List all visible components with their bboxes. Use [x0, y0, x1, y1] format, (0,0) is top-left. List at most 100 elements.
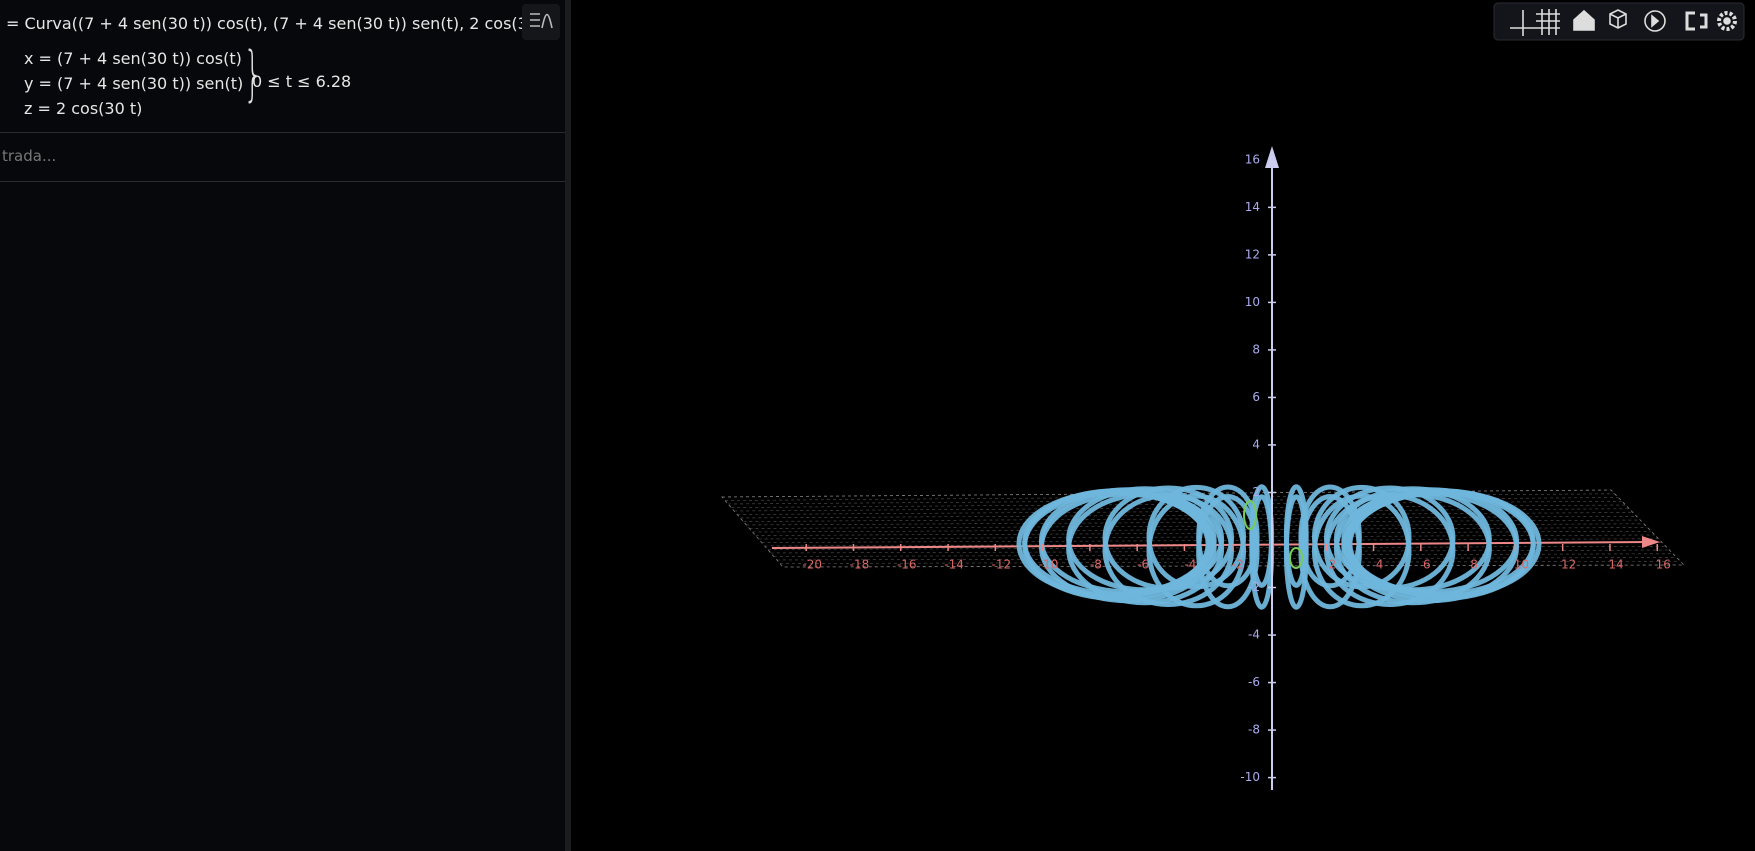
curve-loop [1102, 492, 1235, 607]
curve-loop [1341, 491, 1520, 604]
plane-grid-line [746, 519, 1641, 526]
curve-accent [1289, 547, 1303, 569]
z-tick-label: 4 [1252, 437, 1260, 451]
command[interactable]: = Curva((7 + 4 sen(30 t)) cos(t), (7 + 4… [6, 14, 561, 33]
toolbar [1493, 2, 1745, 41]
curve-loop [1196, 484, 1260, 589]
equation: y = (7 + 4 sen(30 t)) sen(t) [24, 74, 244, 93]
z-tick-label: 6 [1252, 390, 1260, 404]
view-cube-button[interactable] [1609, 9, 1627, 29]
x-tick-label: 8 [1470, 558, 1478, 572]
x-tick-label: -16 [897, 558, 917, 572]
z-tick-label: 8 [1252, 342, 1260, 356]
curve-loop [1066, 492, 1225, 606]
settings-button[interactable] [1717, 11, 1737, 31]
x-tick-label: -14 [944, 558, 964, 572]
home-button[interactable] [1573, 9, 1595, 31]
algebra-panel: = Curva((7 + 4 sen(30 t)) cos(t), (7 + 4… [0, 0, 571, 851]
plane-grid-line [776, 557, 1677, 561]
plane-grid-line [749, 523, 1644, 529]
z-tick-label: 2 [1252, 485, 1260, 499]
algebra-menu-button[interactable] [522, 4, 560, 40]
x-tick-label: 12 [1561, 558, 1576, 572]
curve-accent [1243, 500, 1257, 530]
plane-grid-line [758, 534, 1655, 540]
curve-loop [1016, 489, 1211, 599]
z-tick-label: 10 [1245, 295, 1260, 309]
rotate-button[interactable] [1644, 10, 1666, 32]
z-tick-label: -2 [1248, 580, 1260, 594]
z-tick-label: 16 [1245, 152, 1260, 166]
range: 0 ≤ t ≤ 6.28 [252, 72, 352, 91]
x-tick-label: 6 [1423, 558, 1431, 572]
plane-grid-line [761, 538, 1659, 543]
plane-grid-line [773, 553, 1674, 557]
curve-loop [1022, 488, 1213, 597]
x-tick-label: 4 [1376, 558, 1384, 572]
x-tick-label: -2 [1232, 558, 1244, 572]
curve-loop [1249, 494, 1275, 610]
curve-loop [1311, 493, 1412, 609]
curve-loop [1345, 490, 1536, 602]
plane-grid-line [767, 545, 1666, 550]
x-tick-label: -12 [992, 558, 1012, 572]
curve-loop [1283, 484, 1309, 588]
x-tick-label: -6 [1137, 558, 1149, 572]
curve-loop [1345, 488, 1536, 597]
x-tick-label: 2 [1328, 558, 1336, 572]
z-axis-arrow [1265, 146, 1279, 168]
curve-loop [1341, 487, 1520, 595]
curve-loop [1283, 494, 1309, 610]
curve-loop [1022, 490, 1213, 602]
curve-loop [1196, 493, 1260, 610]
grid-button[interactable] [1536, 9, 1560, 35]
plane-grid-line [737, 508, 1630, 515]
curve-loop [1249, 484, 1275, 588]
projection-button[interactable] [1685, 11, 1708, 31]
separator [0, 132, 565, 133]
curve-loop [1333, 492, 1492, 606]
x-tick-label: -18 [850, 558, 870, 572]
plane-grid [725, 493, 1681, 564]
command-text: Curva((7 + 4 sen(30 t)) cos(t), (7 + 4 s… [24, 14, 561, 33]
curve-loop [1038, 487, 1217, 595]
curve-loop [1311, 484, 1412, 590]
z-tick-label: -6 [1248, 675, 1260, 689]
plane-grid-line [755, 530, 1652, 536]
curve-loop [1298, 493, 1362, 610]
plane-grid-line [779, 560, 1681, 564]
x-tick-label: 16 [1656, 558, 1671, 572]
curve-loop [1038, 491, 1217, 604]
x-tick-label: -10 [1039, 558, 1059, 572]
xy-plane [721, 489, 1685, 568]
axes-button[interactable] [1510, 10, 1536, 36]
x-tick-label: -8 [1090, 558, 1102, 572]
equation: z = 2 cos(30 t) [24, 99, 143, 118]
z-tick-label: 12 [1245, 247, 1260, 261]
plane-grid-line [734, 504, 1626, 512]
x-axis [771, 541, 1651, 549]
x-tick-label: -20 [802, 558, 822, 572]
plane-grid-line [752, 527, 1648, 533]
curve-loop [1102, 485, 1235, 591]
separator [0, 181, 565, 182]
equation: x = (7 + 4 sen(30 t)) cos(t) [24, 49, 242, 68]
z-tick-label: 14 [1245, 200, 1260, 214]
input-bar[interactable]: trada... [2, 147, 57, 165]
plane-grid-line [728, 497, 1619, 505]
plane-grid-line [764, 542, 1663, 547]
brace: } [243, 39, 263, 109]
z-tick-label: -4 [1248, 628, 1260, 642]
icon [530, 13, 553, 29]
curve [1016, 484, 1542, 610]
plane-grid-line [731, 500, 1622, 508]
curve-loop [1066, 486, 1225, 593]
x-tick-label: 14 [1608, 558, 1623, 572]
plane-grid-line [725, 493, 1615, 501]
curve-loop [1298, 484, 1362, 589]
curve-loop [1347, 489, 1542, 599]
x-tick-label: 10 [1514, 558, 1529, 572]
curve-loop [1323, 492, 1456, 607]
curve-loop [1323, 485, 1456, 591]
